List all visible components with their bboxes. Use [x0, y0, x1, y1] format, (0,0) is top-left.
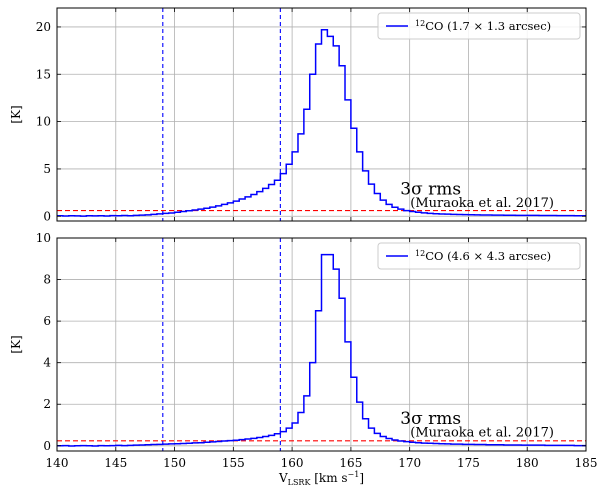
bottom-panel: 140 145 150 155 160 165 170 175 180 185 0 2 4 6 8 10 [K]…: [9, 231, 597, 470]
plot-frame: [56, 237, 587, 452]
y-axis-label: [K]: [9, 335, 23, 353]
y-tick-label: 10: [36, 231, 51, 245]
plot-frame: [56, 7, 587, 222]
rms-annotation: 3σ rms: [400, 409, 461, 429]
y-tick-label: 0: [43, 209, 51, 223]
legend-box: [377, 242, 581, 270]
rms-reference-annotation: (Muraoka et al. 2017): [410, 196, 554, 211]
y-tick-label: 10: [36, 115, 51, 129]
y-tick-label: 4: [43, 356, 51, 370]
x-tick-label: 145: [104, 456, 127, 470]
y-tick-label: 2: [43, 397, 51, 411]
x-axis-label: VLSRK [km s−1]: [278, 470, 364, 487]
y-tick-label: 6: [43, 314, 51, 328]
legend-entry: 12CO (1.7 × 1.3 arcsec): [415, 19, 551, 33]
y-tick-label: 0: [43, 439, 51, 453]
x-tick-label: 170: [398, 456, 421, 470]
x-tick-label: 165: [339, 456, 362, 470]
legend: 12CO (4.6 × 4.3 arcsec): [377, 242, 581, 270]
legend: 12CO (1.7 × 1.3 arcsec): [377, 12, 581, 40]
y-tick-label: 5: [43, 162, 51, 176]
x-tick-label: 175: [457, 456, 480, 470]
rms-annotation: 3σ rms: [400, 179, 461, 199]
legend-entry: 12CO (4.6 × 4.3 arcsec): [415, 249, 551, 263]
x-tick-label: 140: [46, 456, 69, 470]
x-tick-label: 160: [281, 456, 304, 470]
y-tick-label: 20: [36, 20, 51, 34]
x-tick-label: 185: [575, 456, 598, 470]
y-tick-label: 15: [36, 67, 51, 81]
x-tick-label: 155: [222, 456, 245, 470]
x-tick-label: 150: [163, 456, 186, 470]
top-panel: 0 5 10 15 20 [K] 12CO (1.7 × 1.3 arcsec) 3σ rms…: [9, 7, 587, 223]
legend-box: [377, 12, 581, 40]
y-axis-label: [K]: [9, 105, 23, 123]
spectrum-line: [57, 253, 586, 447]
rms-reference-annotation: (Muraoka et al. 2017): [410, 425, 554, 440]
spectrum-line: [57, 29, 586, 217]
x-tick-label: 180: [516, 456, 539, 470]
y-tick-label: 8: [43, 273, 51, 287]
